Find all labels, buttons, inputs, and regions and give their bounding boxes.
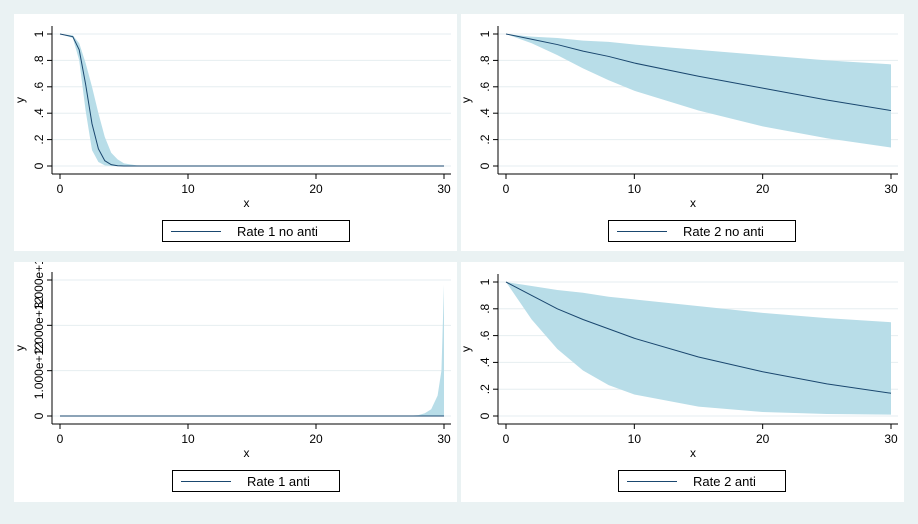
confidence-band bbox=[506, 34, 891, 148]
y-tick-label: 0 bbox=[32, 412, 46, 419]
y-axis-title: y bbox=[14, 345, 27, 351]
legend: Rate 2 no anti bbox=[608, 220, 796, 242]
x-tick-label: 20 bbox=[756, 432, 770, 446]
legend-line-swatch bbox=[627, 480, 677, 482]
x-tick-label: 10 bbox=[628, 432, 642, 446]
y-tick-label: .4 bbox=[478, 108, 492, 118]
y-tick-label: 1.000e+12 bbox=[32, 342, 46, 399]
legend: Rate 2 anti bbox=[618, 470, 786, 492]
legend-line-swatch bbox=[171, 230, 221, 232]
x-axis-title: x bbox=[690, 196, 696, 210]
y-tick-label: .2 bbox=[32, 134, 46, 144]
chart-panel-rate-1-anti: 0 1.000e+12 2.000e+12 3.000e+12 0 10 20 30 x y Ra… bbox=[14, 262, 457, 502]
x-tick-label: 10 bbox=[628, 182, 642, 196]
legend-label: Rate 1 no anti bbox=[237, 223, 318, 239]
x-tick-label: 20 bbox=[309, 182, 323, 196]
y-tick-label: .8 bbox=[32, 55, 46, 65]
y-tick-label: 1 bbox=[32, 30, 46, 37]
x-tick-label: 30 bbox=[437, 182, 451, 196]
series-line bbox=[59, 33, 444, 167]
x-tick-label: 10 bbox=[181, 182, 195, 196]
y-tick-label: .2 bbox=[478, 134, 492, 144]
x-tick-label: 0 bbox=[57, 432, 64, 446]
x-axis-title: x bbox=[244, 196, 250, 210]
y-tick-label: .8 bbox=[478, 303, 492, 313]
y-tick-label: .8 bbox=[478, 55, 492, 65]
confidence-band bbox=[60, 34, 444, 166]
x-tick-label: 30 bbox=[437, 432, 451, 446]
x-tick-label: 0 bbox=[57, 182, 64, 196]
y-tick-label: 0 bbox=[32, 162, 46, 169]
x-tick-label: 20 bbox=[309, 432, 323, 446]
x-axis-title: x bbox=[244, 446, 250, 460]
legend-label: Rate 1 anti bbox=[247, 473, 310, 489]
y-tick-label: 2.000e+12 bbox=[32, 296, 46, 353]
x-tick-label: 0 bbox=[503, 182, 510, 196]
y-axis-title: y bbox=[14, 97, 27, 103]
chart-panel-rate-1-no-anti: 0.2.4.6.8 1 0 10 20 30 x y Rate 1 no anti bbox=[14, 14, 457, 251]
y-tick-label: 1 bbox=[478, 30, 492, 37]
y-tick-label: .2 bbox=[478, 384, 492, 394]
y-axis-title: y bbox=[461, 97, 473, 103]
legend-line-swatch bbox=[617, 230, 667, 232]
x-tick-label: 30 bbox=[884, 182, 898, 196]
y-tick-label: 0 bbox=[478, 162, 492, 169]
y-tick-label: 3.000e+12 bbox=[32, 262, 46, 309]
y-tick-label: .6 bbox=[478, 81, 492, 91]
legend-line-swatch bbox=[181, 480, 231, 482]
x-axis-title: x bbox=[690, 446, 696, 460]
series-line bbox=[505, 33, 892, 112]
confidence-band bbox=[506, 282, 891, 415]
y-tick-label: .6 bbox=[478, 330, 492, 340]
y-tick-label: 1 bbox=[478, 278, 492, 285]
legend: Rate 1 anti bbox=[172, 470, 340, 492]
y-tick-label: .4 bbox=[478, 357, 492, 367]
legend-label: Rate 2 anti bbox=[693, 473, 756, 489]
y-tick-label: 0 bbox=[478, 412, 492, 419]
x-tick-label: 10 bbox=[181, 432, 195, 446]
legend-label: Rate 2 no anti bbox=[683, 223, 764, 239]
x-tick-label: 20 bbox=[756, 182, 770, 196]
legend: Rate 1 no anti bbox=[162, 220, 350, 242]
series-line bbox=[505, 281, 892, 394]
x-tick-label: 30 bbox=[884, 432, 898, 446]
y-tick-label: .6 bbox=[32, 81, 46, 91]
confidence-band bbox=[60, 284, 444, 416]
y-tick-label: .4 bbox=[32, 108, 46, 118]
x-tick-label: 0 bbox=[503, 432, 510, 446]
y-axis-title: y bbox=[461, 346, 473, 352]
plot-area: 0 1.000e+122.000e+123.000e+12 0 10 20 30 x y bbox=[14, 262, 451, 460]
